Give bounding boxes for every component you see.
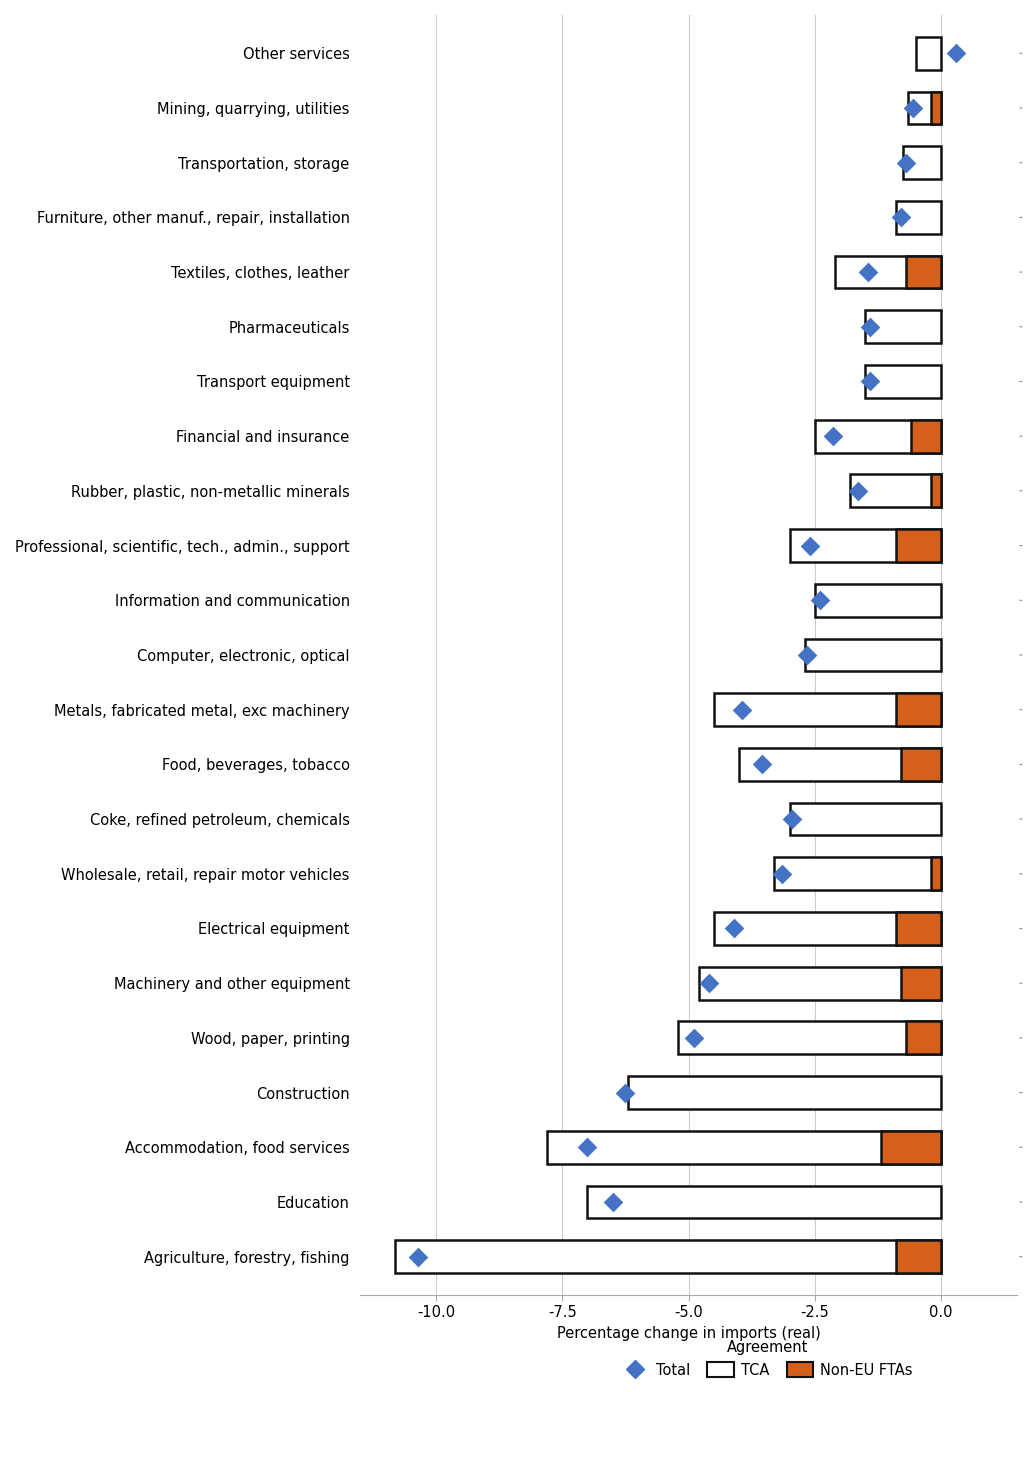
Bar [789, 529, 941, 562]
Point [701, 971, 717, 994]
Bar [916, 36, 941, 70]
Bar [906, 255, 941, 289]
Bar [774, 857, 941, 891]
Point [860, 260, 876, 283]
Bar [815, 420, 941, 453]
Point [802, 534, 818, 558]
Bar [395, 1241, 941, 1273]
Point [825, 425, 841, 448]
Point [898, 150, 914, 174]
Point [734, 698, 750, 721]
Bar [678, 1022, 941, 1054]
Bar [931, 474, 941, 507]
Bar [714, 694, 941, 726]
Bar [896, 529, 941, 562]
Bar [896, 201, 941, 234]
Point [862, 315, 878, 339]
Point [948, 41, 965, 64]
Bar [866, 311, 941, 343]
Bar [699, 967, 941, 1000]
Bar [850, 474, 941, 507]
Bar [896, 694, 941, 726]
Point [753, 753, 770, 777]
Bar [739, 748, 941, 781]
Point [605, 1190, 621, 1213]
Bar [866, 365, 941, 399]
Point [799, 644, 815, 667]
Bar [908, 92, 941, 124]
Bar [903, 146, 941, 180]
Bar [896, 912, 941, 945]
Point [725, 917, 742, 940]
Bar [714, 912, 941, 945]
Point [893, 206, 909, 229]
Point [784, 807, 801, 831]
Bar [911, 420, 941, 453]
Point [579, 1136, 595, 1159]
Bar [906, 1022, 941, 1054]
Bar [815, 584, 941, 616]
Bar [901, 967, 941, 1000]
Bar [627, 1076, 941, 1110]
Bar [805, 638, 941, 672]
Bar [901, 748, 941, 781]
Bar [835, 255, 941, 289]
Bar [896, 1241, 941, 1273]
Point [617, 1080, 634, 1104]
Point [905, 96, 922, 120]
Bar [931, 857, 941, 891]
Bar [789, 803, 941, 835]
Point [774, 861, 791, 885]
Point [849, 479, 866, 502]
Bar [547, 1132, 941, 1164]
Bar [587, 1186, 941, 1219]
Legend: Total, TCA, Non-EU FTAs: Total, TCA, Non-EU FTAs [616, 1334, 918, 1384]
Bar [931, 92, 941, 124]
Point [862, 369, 878, 393]
Point [811, 588, 828, 612]
Point [410, 1245, 426, 1269]
Bar [880, 1132, 941, 1164]
X-axis label: Percentage change in imports (real): Percentage change in imports (real) [556, 1326, 820, 1340]
Point [685, 1026, 702, 1050]
